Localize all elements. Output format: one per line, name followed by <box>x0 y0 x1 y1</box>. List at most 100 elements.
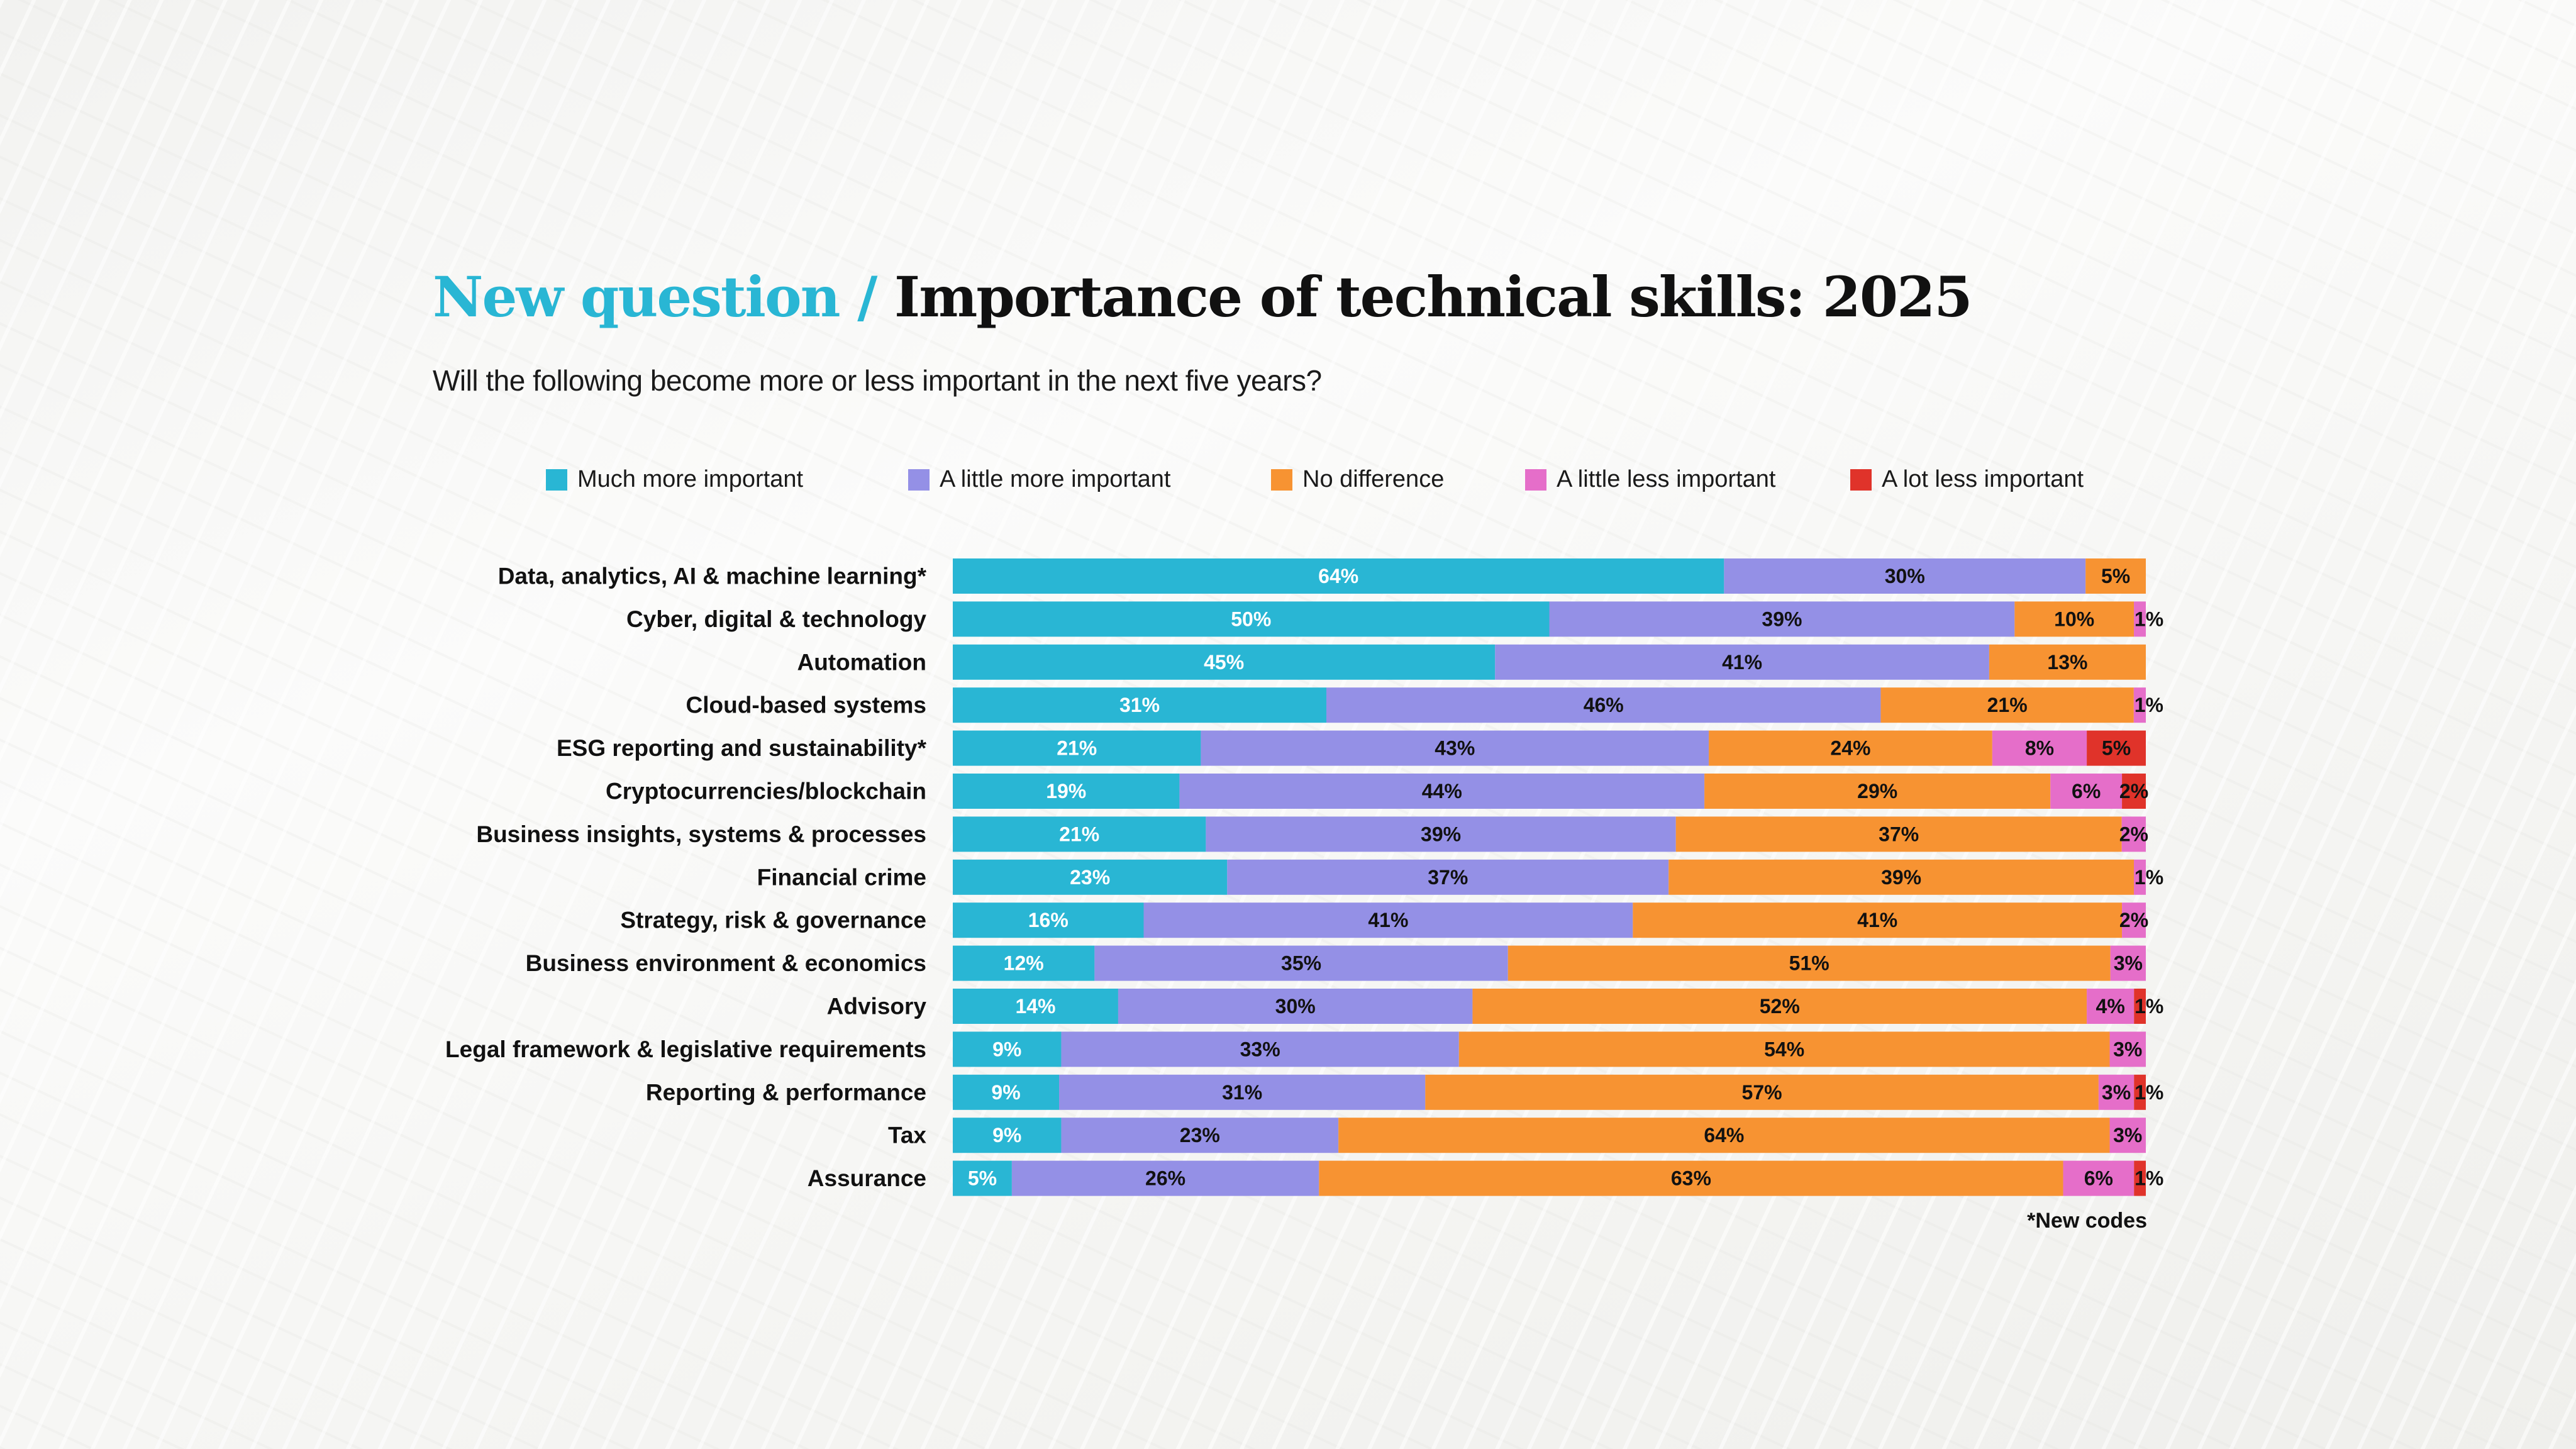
data-label: 51% <box>1789 952 1829 975</box>
legend-item-1: A little more important <box>908 466 1170 493</box>
bar-segment <box>1989 644 2146 680</box>
data-label: 37% <box>1879 823 1919 845</box>
data-label: 10% <box>2054 608 2094 630</box>
data-label: 1% <box>2135 694 2163 716</box>
bar-segment <box>1880 687 2134 723</box>
data-label: 21% <box>1987 694 2028 716</box>
category-label: Business environment & economics <box>526 950 926 976</box>
data-label: 2% <box>2119 780 2148 802</box>
data-label: 54% <box>1764 1038 1804 1060</box>
data-label: 23% <box>1070 866 1110 889</box>
bar-segment <box>2134 1074 2146 1110</box>
bar-segment <box>1326 687 1881 723</box>
category-label: ESG reporting and sustainability* <box>557 735 927 761</box>
bar-segment <box>2122 774 2146 809</box>
legend-item-2: No difference <box>1271 466 1444 493</box>
data-label: 29% <box>1857 780 1897 802</box>
bar-segment <box>1668 859 2135 895</box>
data-label: 35% <box>1281 952 1321 975</box>
bar-segment <box>953 816 1206 852</box>
data-label: 3% <box>2113 1038 2142 1060</box>
data-label: 24% <box>1830 737 1870 760</box>
data-label: 39% <box>1421 823 1461 845</box>
data-label: 1% <box>2135 1167 2163 1190</box>
bar-segment <box>953 730 1201 766</box>
category-label: Automation <box>797 649 926 675</box>
category-label: Reporting & performance <box>646 1079 926 1105</box>
data-label: 23% <box>1180 1124 1220 1146</box>
data-label: 9% <box>991 1081 1020 1104</box>
category-label: Cloud-based systems <box>686 692 926 718</box>
bar-segment <box>1458 1031 2110 1067</box>
data-label: 44% <box>1422 780 1462 802</box>
data-label: 2% <box>2119 909 2148 931</box>
legend-item-4: A lot less important <box>1850 466 2084 493</box>
data-label: 57% <box>1742 1081 1782 1104</box>
category-label: Data, analytics, AI & machine learning* <box>498 564 927 589</box>
data-label: 39% <box>1762 608 1802 630</box>
bar-segment <box>2134 859 2146 895</box>
bar-segment <box>1675 816 2122 852</box>
data-label: 14% <box>1015 995 1055 1018</box>
data-label: 6% <box>2084 1167 2113 1190</box>
legend-swatch <box>1271 469 1292 491</box>
bar-segment <box>2110 945 2146 981</box>
bar-segment <box>1094 945 1508 981</box>
legend-item-3: A little less important <box>1525 466 1775 493</box>
bar-segment <box>953 558 1724 594</box>
category-label: Business insights, systems & processes <box>476 821 926 847</box>
bar-segment <box>1425 1074 2099 1110</box>
data-label: 1% <box>2135 608 2163 630</box>
data-label: 33% <box>1240 1038 1280 1060</box>
legend-swatch <box>1525 469 1546 491</box>
bar-segment <box>1011 1160 1319 1196</box>
category-label: Cryptocurrencies/blockchain <box>606 779 926 804</box>
bar-segment <box>2087 730 2146 766</box>
data-label: 21% <box>1057 737 1097 760</box>
bar-segment <box>2134 601 2146 637</box>
bar-segment <box>1338 1118 2110 1153</box>
data-label: 13% <box>2047 651 2087 674</box>
footnote: *New codes <box>2027 1209 2147 1233</box>
data-label: 3% <box>2102 1081 2131 1104</box>
bar-segment <box>1549 601 2015 637</box>
data-label: 31% <box>1222 1081 1262 1104</box>
legend-label: No difference <box>1302 466 1445 492</box>
bar-segment <box>953 1031 1062 1067</box>
bar-segment <box>953 1118 1062 1153</box>
bar-segment <box>1709 730 1992 766</box>
title-prefix: New question / <box>433 264 877 330</box>
page-title: New question / Importance of technical s… <box>433 264 1973 330</box>
data-label: 37% <box>1428 866 1468 889</box>
bar-segment <box>2098 1074 2135 1110</box>
legend-label: Much more important <box>577 466 804 492</box>
data-label: 64% <box>1704 1124 1744 1146</box>
bar-segment <box>1472 989 2087 1024</box>
data-label: 19% <box>1046 780 1086 802</box>
data-label: 9% <box>992 1038 1021 1060</box>
data-label: 5% <box>2101 565 2130 587</box>
bar-segment <box>1227 859 1669 895</box>
data-label: 41% <box>1857 909 1897 931</box>
bar-segment <box>1319 1160 2063 1196</box>
data-label: 50% <box>1231 608 1271 630</box>
category-label: Strategy, risk & governance <box>620 908 926 933</box>
legend-swatch <box>546 469 567 491</box>
data-label: 63% <box>1671 1167 1711 1190</box>
data-label: 12% <box>1004 952 1044 975</box>
bar-segment <box>2134 989 2146 1024</box>
data-label: 31% <box>1119 694 1160 716</box>
data-label: 41% <box>1368 909 1408 931</box>
bar-segment <box>1704 774 2051 809</box>
data-label: 39% <box>1881 866 1921 889</box>
bar-segment <box>2134 1160 2146 1196</box>
data-label: 21% <box>1059 823 1099 845</box>
bar-segment <box>1507 945 2111 981</box>
category-label: Financial crime <box>757 864 926 890</box>
bar-segment <box>953 644 1496 680</box>
category-label: Assurance <box>808 1165 926 1191</box>
bar-segment <box>953 859 1228 895</box>
data-label: 26% <box>1145 1167 1185 1190</box>
legend-swatch <box>908 469 930 491</box>
